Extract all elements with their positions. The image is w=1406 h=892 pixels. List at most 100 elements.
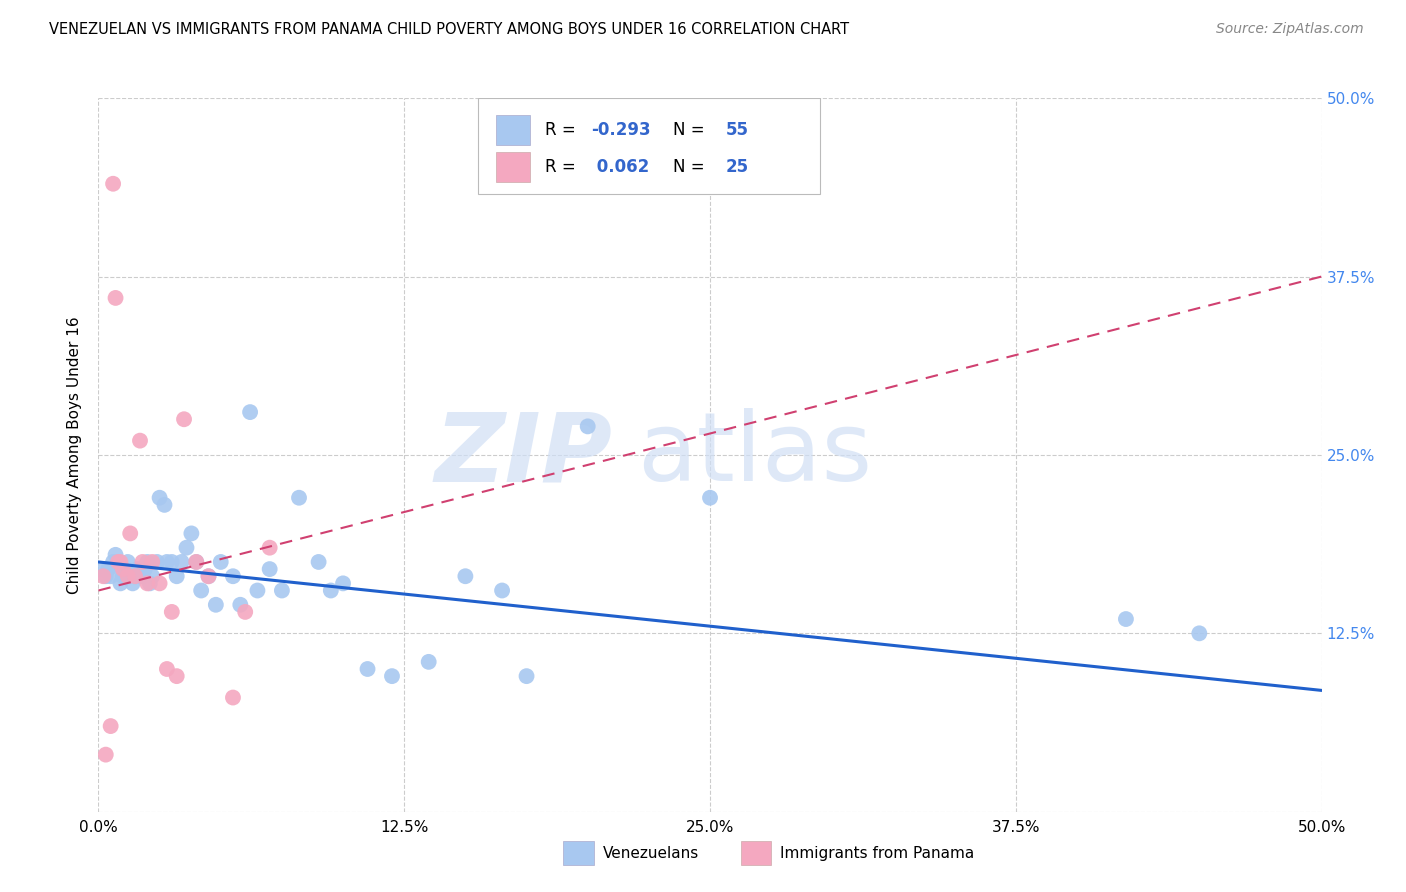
Point: [332, 576, 354, 591]
Point: [124, 569, 146, 583]
Point: [136, 576, 159, 591]
Point: [129, 434, 152, 448]
Point: [699, 491, 721, 505]
Point: [454, 569, 477, 583]
Point: [129, 569, 152, 583]
Point: [239, 405, 262, 419]
Text: N =: N =: [673, 120, 710, 138]
Point: [166, 669, 188, 683]
Text: 55: 55: [725, 120, 749, 138]
Point: [131, 555, 153, 569]
Point: [180, 526, 202, 541]
Point: [515, 669, 537, 683]
Text: 0.062: 0.062: [592, 158, 650, 176]
Text: R =: R =: [546, 120, 581, 138]
Point: [149, 576, 172, 591]
Point: [160, 555, 183, 569]
Point: [1115, 612, 1137, 626]
Point: [229, 598, 252, 612]
Point: [141, 555, 163, 569]
Point: [124, 569, 146, 583]
Point: [576, 419, 599, 434]
Point: [259, 562, 281, 576]
Point: [246, 583, 269, 598]
Point: [176, 541, 198, 555]
Point: [111, 562, 134, 576]
Point: [186, 555, 208, 569]
Text: N =: N =: [673, 158, 710, 176]
Point: [97, 562, 120, 576]
Point: [121, 576, 143, 591]
Y-axis label: Child Poverty Among Boys Under 16: Child Poverty Among Boys Under 16: [66, 316, 82, 594]
Text: VENEZUELAN VS IMMIGRANTS FROM PANAMA CHILD POVERTY AMONG BOYS UNDER 16 CORRELATI: VENEZUELAN VS IMMIGRANTS FROM PANAMA CHI…: [49, 22, 849, 37]
Point: [111, 562, 134, 576]
Point: [205, 598, 228, 612]
Point: [197, 569, 219, 583]
Point: [190, 583, 212, 598]
Point: [101, 555, 124, 569]
Point: [491, 583, 513, 598]
Point: [91, 562, 114, 576]
Text: R =: R =: [546, 158, 581, 176]
Point: [94, 569, 117, 583]
Point: [156, 555, 179, 569]
Point: [153, 498, 176, 512]
Point: [91, 569, 114, 583]
Point: [308, 555, 330, 569]
Point: [1188, 626, 1211, 640]
Point: [117, 555, 139, 569]
Point: [101, 177, 124, 191]
Point: [111, 569, 134, 583]
Point: [110, 576, 132, 591]
Point: [166, 569, 188, 583]
Point: [149, 491, 172, 505]
Point: [100, 719, 122, 733]
Point: [131, 569, 153, 583]
Point: [139, 576, 162, 591]
Text: atlas: atlas: [637, 409, 872, 501]
Point: [146, 555, 169, 569]
Point: [222, 569, 245, 583]
Bar: [741, 841, 772, 865]
Point: [288, 491, 311, 505]
Bar: [496, 152, 530, 182]
Point: [259, 541, 281, 555]
Point: [120, 526, 142, 541]
Point: [222, 690, 245, 705]
Point: [209, 555, 232, 569]
Point: [173, 412, 195, 426]
Point: [381, 669, 404, 683]
Point: [117, 569, 139, 583]
Point: [233, 605, 256, 619]
Point: [107, 555, 129, 569]
Point: [197, 569, 219, 583]
Point: [418, 655, 440, 669]
Point: [104, 548, 127, 562]
Point: [94, 747, 117, 762]
Point: [319, 583, 342, 598]
Point: [127, 562, 149, 576]
Point: [104, 291, 127, 305]
Point: [160, 605, 183, 619]
Text: Venezuelans: Venezuelans: [602, 846, 699, 861]
Point: [356, 662, 378, 676]
Point: [156, 662, 179, 676]
Point: [100, 569, 122, 583]
Bar: [496, 114, 530, 145]
Bar: [564, 841, 593, 865]
Point: [120, 569, 142, 583]
Point: [136, 555, 159, 569]
Text: Immigrants from Panama: Immigrants from Panama: [780, 846, 974, 861]
Point: [270, 583, 294, 598]
Point: [110, 555, 132, 569]
Text: 25: 25: [725, 158, 749, 176]
Point: [170, 555, 193, 569]
Text: -0.293: -0.293: [592, 120, 651, 138]
Point: [141, 569, 163, 583]
Point: [134, 562, 156, 576]
Point: [186, 555, 208, 569]
Text: Source: ZipAtlas.com: Source: ZipAtlas.com: [1216, 22, 1364, 37]
Text: ZIP: ZIP: [434, 409, 612, 501]
FancyBboxPatch shape: [478, 98, 820, 194]
Point: [107, 555, 129, 569]
